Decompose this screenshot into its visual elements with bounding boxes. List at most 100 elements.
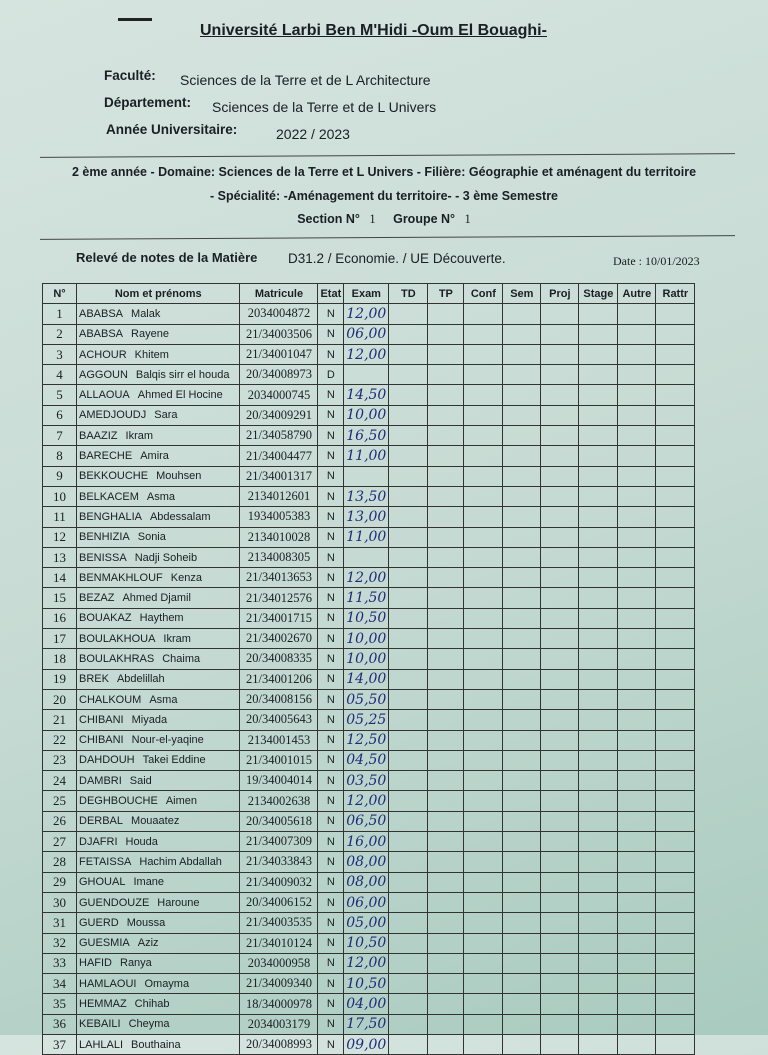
exam-grade: 12,00 — [343, 303, 390, 325]
exam-grade: 03,50 — [343, 770, 390, 792]
etat: N — [317, 871, 345, 893]
student-name: DJAFRI Houda — [75, 831, 241, 853]
etat: N — [317, 810, 345, 833]
empty-cell — [617, 628, 657, 650]
matricule: 21/34004477 — [239, 445, 319, 467]
empty-cell — [540, 770, 580, 792]
exam-grade: 11,00 — [343, 445, 390, 467]
student-name: KEBAILI Cheyma — [75, 1013, 241, 1035]
etat: N — [317, 303, 345, 325]
empty-cell — [388, 506, 429, 528]
etat: N — [317, 607, 345, 630]
empty-cell — [540, 932, 580, 954]
empty-cell — [655, 485, 696, 508]
empty-cell — [427, 567, 465, 589]
exam-grade: 12,00 — [343, 790, 390, 812]
empty-cell — [655, 628, 696, 650]
exam-grade: 10,50 — [343, 607, 390, 630]
row-number: 33 — [42, 952, 77, 975]
empty-cell — [617, 973, 657, 995]
table-row: 1 ABABSA Malak 2034004872 N 12,00 — [42, 303, 696, 325]
empty-cell — [388, 628, 429, 650]
first-name: Malak — [131, 307, 161, 320]
empty-cell — [617, 445, 657, 467]
empty-cell — [463, 932, 504, 954]
etat: N — [317, 587, 345, 609]
empty-cell — [578, 749, 619, 772]
empty-cell — [463, 688, 504, 711]
first-name: Aziz — [137, 937, 159, 950]
empty-cell — [502, 303, 542, 325]
first-name: Sonia — [137, 531, 166, 544]
empty-cell — [617, 1013, 657, 1035]
empty-cell — [427, 668, 465, 690]
matricule: 2034003179 — [239, 1013, 319, 1035]
empty-cell — [502, 709, 542, 731]
empty-cell — [655, 770, 696, 792]
first-name: Khitem — [134, 348, 169, 361]
student-name: GHOUAL Imane — [75, 871, 241, 893]
matricule: 21/34003506 — [239, 323, 319, 345]
column-header: TD — [388, 282, 429, 305]
empty-cell — [617, 364, 657, 386]
empty-cell — [617, 607, 657, 630]
table-row: 23 DAHDOUH Takei Eddine 21/34001015 N 04,… — [42, 749, 696, 772]
matricule: 21/34001715 — [239, 607, 319, 630]
empty-cell — [463, 871, 504, 893]
etat: N — [317, 831, 345, 853]
empty-cell — [388, 668, 429, 690]
first-name: Asma — [146, 490, 176, 503]
empty-cell — [655, 831, 696, 853]
empty-cell — [578, 729, 619, 751]
empty-cell — [578, 668, 619, 690]
empty-cell — [578, 952, 619, 975]
empty-cell — [655, 607, 696, 630]
empty-cell — [427, 1013, 465, 1035]
matricule: 20/34008973 — [239, 364, 319, 386]
row-number: 23 — [42, 749, 77, 772]
empty-cell — [617, 709, 657, 731]
empty-cell — [578, 445, 619, 467]
exam-grade: 08,00 — [343, 871, 390, 893]
empty-cell — [655, 912, 696, 934]
faculty-label: Faculté: — [104, 68, 156, 83]
empty-cell — [427, 932, 465, 954]
empty-cell — [502, 587, 542, 609]
empty-cell — [578, 384, 619, 406]
empty-cell — [578, 1013, 619, 1035]
exam-grade: 16,50 — [343, 425, 390, 447]
empty-cell — [655, 810, 696, 833]
column-header: Proj — [540, 282, 580, 305]
first-name: Kenza — [170, 571, 202, 584]
last-name: BENHIZIA — [79, 531, 130, 544]
first-name: Mouaatez — [131, 815, 180, 828]
empty-cell — [388, 485, 429, 508]
empty-cell — [655, 323, 696, 345]
first-name: Asma — [149, 693, 178, 706]
student-name: BOUAKAZ Haythem — [75, 607, 241, 630]
last-name: AMEDJOUDJ — [79, 409, 147, 422]
empty-cell — [502, 891, 542, 914]
empty-cell — [578, 526, 619, 548]
empty-cell — [578, 871, 619, 893]
exam-grade: 12,50 — [343, 729, 390, 751]
empty-cell — [578, 546, 619, 569]
table-row: 36 KEBAILI Cheyma 2034003179 N 17,50 — [42, 1013, 696, 1035]
empty-cell — [540, 709, 580, 731]
empty-cell — [655, 425, 696, 447]
empty-cell — [540, 790, 580, 812]
empty-cell — [463, 506, 504, 528]
last-name: FETAISSA — [79, 855, 132, 868]
row-number: 27 — [42, 831, 77, 853]
empty-cell — [655, 790, 696, 812]
etat: N — [317, 445, 345, 467]
empty-cell — [427, 323, 465, 345]
empty-cell — [502, 831, 542, 853]
matricule: 21/34010124 — [239, 932, 319, 954]
empty-cell — [502, 445, 542, 467]
exam-grade: 17,50 — [343, 1013, 390, 1035]
empty-cell — [540, 993, 580, 1015]
row-number: 21 — [42, 709, 77, 731]
empty-cell — [427, 891, 465, 914]
empty-cell — [540, 364, 580, 386]
